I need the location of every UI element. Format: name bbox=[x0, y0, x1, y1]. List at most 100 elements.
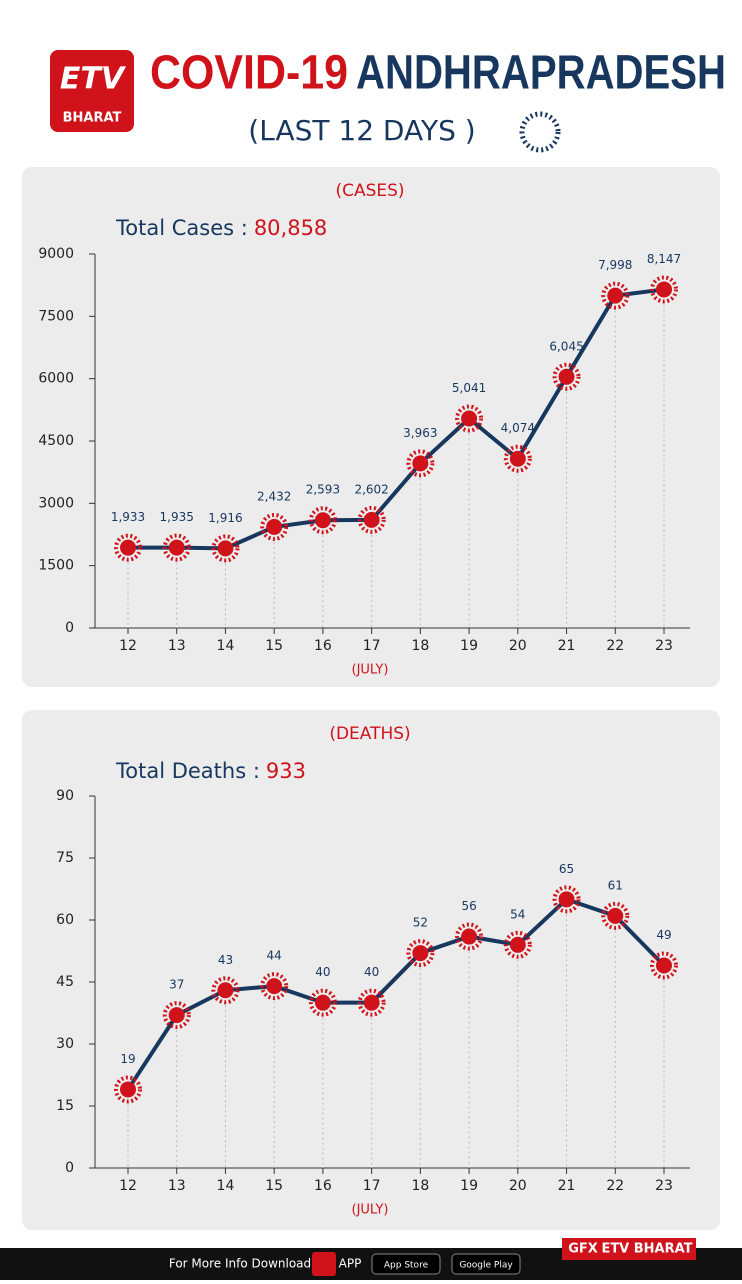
value-label: 49 bbox=[656, 928, 671, 942]
panel bbox=[22, 167, 720, 687]
y-tick-label: 15 bbox=[56, 1098, 74, 1114]
marker-core bbox=[314, 994, 331, 1011]
marker-core bbox=[607, 907, 624, 924]
google-play-text: Google Play bbox=[459, 1261, 513, 1271]
panel bbox=[22, 710, 720, 1230]
subtitle: (LAST 12 DAYS ) bbox=[248, 114, 475, 147]
marker-core bbox=[217, 982, 234, 999]
marker bbox=[211, 976, 240, 1005]
gfx-text: GFX bbox=[568, 1242, 598, 1257]
value-label: 1,935 bbox=[160, 510, 194, 524]
value-label: 6,045 bbox=[549, 339, 583, 353]
total-value: 933 bbox=[266, 759, 306, 783]
y-tick-label: 45 bbox=[56, 974, 74, 990]
value-label: 4,074 bbox=[501, 421, 535, 435]
value-label: 44 bbox=[267, 949, 282, 963]
marker bbox=[357, 988, 386, 1017]
y-tick-label: 0 bbox=[65, 620, 74, 636]
y-tick-label: 0 bbox=[65, 1160, 74, 1176]
value-label: 5,041 bbox=[452, 381, 486, 395]
marker-core bbox=[558, 368, 575, 385]
x-tick-label: 16 bbox=[314, 1178, 332, 1194]
marker bbox=[406, 939, 435, 968]
marker bbox=[308, 506, 337, 535]
x-tick-label: 23 bbox=[655, 1178, 673, 1194]
title-blue: ANDHRAPRADESH bbox=[356, 47, 726, 100]
gfx-box bbox=[562, 1238, 696, 1260]
app-store-badge[interactable] bbox=[371, 1253, 441, 1275]
line bbox=[126, 897, 666, 1091]
x-tick-label: 18 bbox=[411, 638, 429, 654]
y-tick-label: 90 bbox=[56, 788, 74, 804]
marker-core bbox=[656, 281, 672, 298]
marker-core bbox=[217, 540, 234, 557]
value-label: 40 bbox=[315, 965, 330, 979]
google-play-badge[interactable] bbox=[451, 1253, 521, 1275]
y-tick-label: 4500 bbox=[38, 433, 74, 449]
x-tick-label: 21 bbox=[558, 638, 576, 654]
marker bbox=[162, 1001, 191, 1030]
value-label: 2,432 bbox=[257, 489, 291, 503]
marker bbox=[455, 404, 484, 433]
value-label: 1,916 bbox=[208, 511, 242, 525]
value-label: 19 bbox=[120, 1052, 135, 1066]
title-red: COVID-19 bbox=[150, 47, 348, 100]
marker-core bbox=[607, 287, 624, 304]
marker bbox=[503, 930, 532, 959]
app-store-text: App Store bbox=[384, 1261, 429, 1271]
marker-core bbox=[509, 450, 526, 467]
value-label: 56 bbox=[461, 899, 476, 913]
value-label: 7,998 bbox=[598, 258, 632, 272]
marker bbox=[601, 281, 630, 310]
marker-core bbox=[266, 978, 283, 995]
marker bbox=[601, 901, 630, 930]
marker-core bbox=[120, 1081, 136, 1098]
marker bbox=[455, 922, 484, 951]
value-label: 54 bbox=[510, 907, 525, 921]
marker-core bbox=[558, 891, 575, 908]
x-tick-label: 18 bbox=[411, 1178, 429, 1194]
x-tick-label: 22 bbox=[606, 638, 624, 654]
virus-icon bbox=[519, 111, 561, 153]
x-tick-label: 17 bbox=[363, 1178, 381, 1194]
marker-core bbox=[168, 1007, 185, 1024]
logo-box bbox=[50, 50, 134, 132]
marker bbox=[114, 533, 142, 562]
marker bbox=[162, 533, 191, 562]
x-tick-label: 14 bbox=[217, 1178, 235, 1194]
marker bbox=[357, 505, 386, 534]
y-tick-label: 7500 bbox=[38, 308, 74, 324]
value-label: 3,963 bbox=[403, 426, 437, 440]
x-tick-label: 13 bbox=[168, 1178, 186, 1194]
x-tick-label: 23 bbox=[655, 638, 673, 654]
value-label: 52 bbox=[413, 916, 428, 930]
logo-mark: ETV bbox=[60, 62, 127, 97]
footer-text: For More Info Download bbox=[169, 1257, 311, 1271]
chart-title: (CASES) bbox=[335, 181, 404, 201]
marker-core bbox=[168, 539, 185, 556]
marker bbox=[503, 444, 532, 473]
x-axis-label: (JULY) bbox=[352, 663, 389, 678]
x-tick-label: 12 bbox=[119, 1178, 137, 1194]
x-tick-label: 17 bbox=[363, 638, 381, 654]
total-label: Total Cases : bbox=[115, 216, 248, 240]
marker bbox=[406, 449, 435, 478]
marker bbox=[650, 275, 678, 304]
marker-core bbox=[363, 994, 380, 1011]
x-tick-label: 15 bbox=[265, 638, 283, 654]
y-tick-label: 60 bbox=[56, 912, 74, 928]
total-value: 80,858 bbox=[254, 216, 327, 240]
x-tick-label: 13 bbox=[168, 638, 186, 654]
x-tick-label: 22 bbox=[606, 1178, 624, 1194]
marker bbox=[552, 885, 581, 914]
x-tick-label: 14 bbox=[217, 638, 235, 654]
value-label: 43 bbox=[218, 953, 233, 967]
marker-core bbox=[266, 518, 283, 535]
y-tick-label: 3000 bbox=[38, 495, 74, 511]
x-tick-label: 19 bbox=[460, 1178, 478, 1194]
x-tick-label: 20 bbox=[509, 638, 527, 654]
y-tick-label: 6000 bbox=[38, 371, 74, 387]
footer-app: APP bbox=[339, 1257, 362, 1271]
x-tick-label: 15 bbox=[265, 1178, 283, 1194]
